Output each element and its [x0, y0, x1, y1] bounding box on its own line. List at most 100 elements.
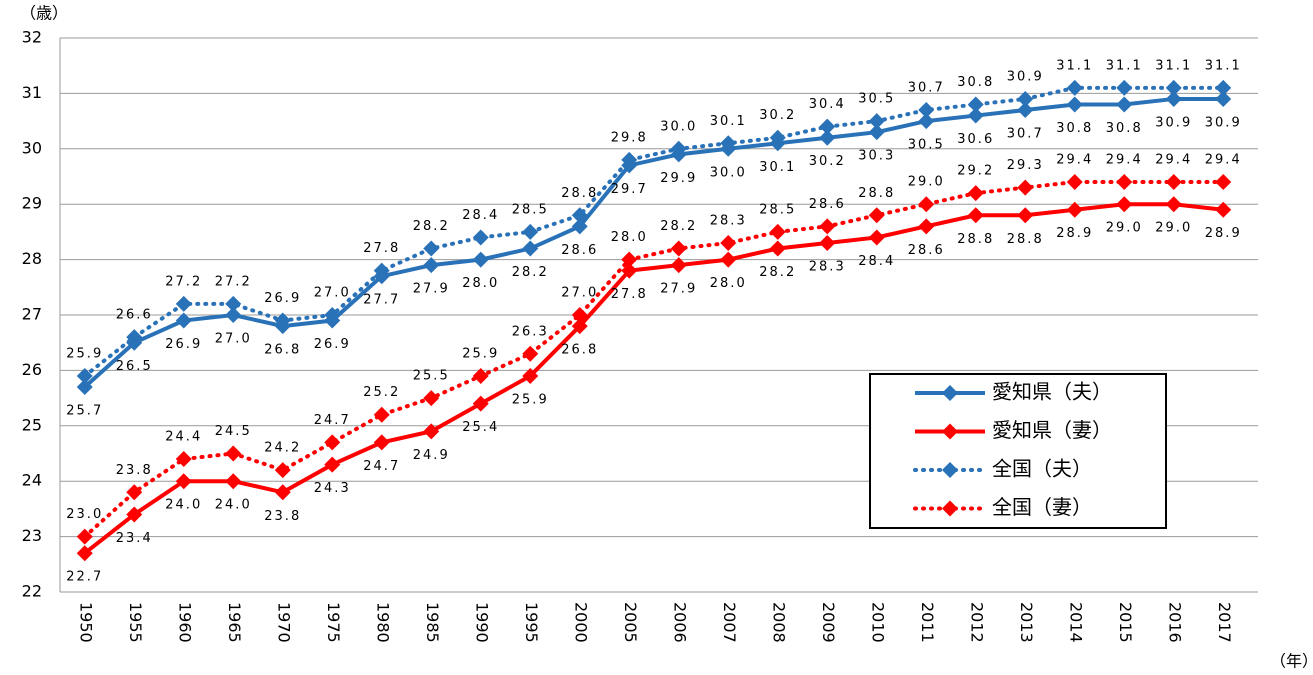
x-tick-label: 2007 — [720, 602, 739, 643]
marker — [1066, 201, 1083, 218]
data-label: 30.7 — [1007, 127, 1044, 142]
x-tick-label: 1960 — [175, 602, 194, 643]
data-label: 30.2 — [759, 108, 796, 123]
data-label: 27.0 — [215, 332, 252, 347]
marker — [126, 506, 143, 523]
x-tick-group: 2014 — [1066, 602, 1085, 643]
marker — [571, 207, 588, 224]
data-label: 28.3 — [710, 213, 747, 228]
data-label: 24.4 — [165, 430, 202, 445]
marker — [1215, 79, 1232, 96]
marker — [1116, 79, 1133, 96]
data-label: 28.0 — [710, 276, 747, 291]
data-label: 24.7 — [363, 459, 400, 474]
marker — [967, 96, 984, 113]
x-tick-label: 1980 — [373, 602, 392, 643]
data-label: 27.8 — [611, 287, 648, 302]
y-tick-label: 25 — [22, 415, 42, 434]
data-label: 28.2 — [759, 265, 796, 280]
x-tick-group: 2016 — [1165, 602, 1184, 643]
legend-marker — [942, 385, 958, 401]
data-label: 29.4 — [1205, 153, 1242, 168]
marker — [472, 251, 489, 268]
data-label: 26.8 — [561, 343, 598, 358]
data-label: 24.5 — [215, 424, 252, 439]
marker — [423, 390, 440, 407]
marker — [571, 307, 588, 323]
data-label: 30.6 — [957, 132, 994, 147]
data-label: 30.5 — [908, 138, 945, 153]
marker — [918, 196, 935, 213]
marker — [967, 107, 984, 124]
marker — [967, 207, 984, 224]
data-label: 29.9 — [660, 171, 697, 186]
data-label: 23.8 — [264, 509, 301, 524]
marker — [1215, 174, 1232, 191]
marker — [423, 257, 440, 274]
y-tick-label: 28 — [22, 249, 42, 268]
marker — [1165, 90, 1182, 107]
y-tick-label: 31 — [22, 83, 42, 102]
data-label: 30.3 — [858, 149, 895, 164]
x-tick-label: 2015 — [1116, 602, 1135, 643]
data-label: 30.1 — [759, 160, 796, 175]
marker — [1116, 96, 1133, 113]
data-label: 28.4 — [462, 208, 499, 223]
data-label: 30.8 — [1056, 121, 1093, 136]
marker — [76, 379, 93, 396]
data-label: 31.1 — [1155, 58, 1192, 73]
marker — [967, 185, 984, 202]
data-label: 28.0 — [611, 230, 648, 245]
x-tick-label: 2010 — [868, 602, 887, 643]
x-tick-group: 2007 — [720, 602, 739, 643]
marker — [472, 229, 489, 246]
x-tick-group: 1950 — [76, 602, 95, 643]
data-label: 30.0 — [660, 119, 697, 134]
marker — [819, 129, 836, 146]
data-label: 27.9 — [413, 282, 450, 297]
data-label: 27.2 — [215, 274, 252, 289]
x-tick-label: 2016 — [1165, 602, 1184, 643]
data-label: 28.8 — [957, 232, 994, 247]
marker — [720, 251, 737, 268]
data-label: 24.9 — [413, 448, 450, 463]
data-label: 25.5 — [413, 369, 450, 384]
data-label: 28.3 — [809, 259, 846, 274]
data-label: 27.7 — [363, 293, 400, 308]
x-tick-group: 2009 — [819, 602, 838, 643]
legend-label: 愛知県（夫） — [992, 380, 1112, 404]
marker — [76, 545, 93, 562]
x-tick-label: 2012 — [967, 602, 986, 643]
x-tick-label: 1955 — [126, 602, 145, 643]
data-label: 28.8 — [561, 186, 598, 201]
marker — [423, 240, 440, 257]
data-label: 26.6 — [116, 308, 153, 323]
data-label: 30.8 — [1106, 121, 1143, 136]
marker — [522, 223, 539, 240]
marker — [324, 456, 341, 473]
marker — [720, 234, 737, 251]
data-label: 29.4 — [1155, 153, 1192, 168]
x-tick-label: 1990 — [472, 602, 491, 643]
x-axis-label: （年） — [1270, 652, 1313, 671]
marker — [868, 207, 885, 224]
data-label: 31.1 — [1056, 58, 1093, 73]
marker — [1116, 174, 1133, 191]
marker — [522, 240, 539, 257]
marker — [225, 307, 242, 323]
marker — [324, 307, 341, 323]
marker — [175, 473, 192, 490]
data-label: 26.3 — [512, 324, 549, 339]
series-line — [82, 85, 1226, 378]
marker — [1017, 207, 1034, 224]
x-tick-group: 2015 — [1116, 602, 1135, 643]
legend-marker — [942, 423, 958, 440]
marker — [373, 262, 390, 279]
marker — [225, 473, 242, 490]
x-tick-label: 1970 — [274, 602, 293, 643]
data-label: 26.8 — [264, 343, 301, 358]
marker — [274, 484, 291, 501]
data-label: 24.2 — [264, 441, 301, 456]
marker — [621, 251, 638, 268]
marker — [522, 367, 539, 384]
